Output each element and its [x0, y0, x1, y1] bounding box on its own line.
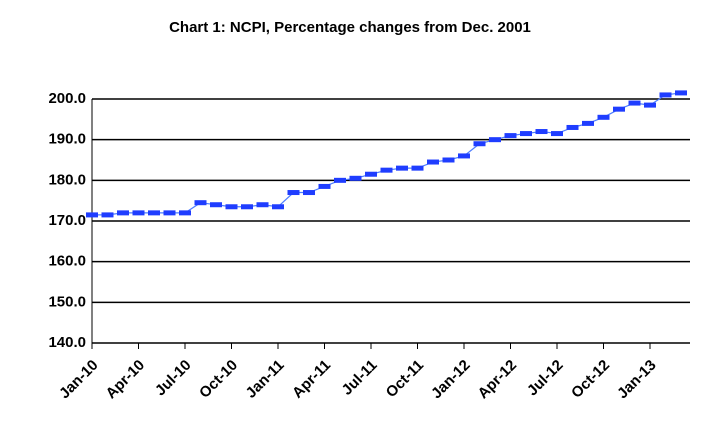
marker: [427, 159, 439, 165]
marker: [287, 190, 300, 196]
marker: [148, 210, 160, 216]
marker: [520, 131, 532, 137]
marker: [551, 131, 563, 137]
x-tick-label: Jul-10: [152, 357, 195, 400]
x-tick-label: Jan-12: [428, 357, 474, 403]
y-tick-label: 140.0: [48, 334, 86, 351]
marker: [303, 190, 315, 196]
x-tick-label: Apr-11: [289, 357, 334, 402]
marker: [241, 204, 253, 210]
y-tick-label: 170.0: [48, 212, 86, 229]
x-tick-label: Jul-11: [339, 357, 381, 399]
x-tick-label: Oct-11: [383, 357, 427, 401]
marker: [194, 200, 207, 206]
marker: [566, 124, 579, 130]
marker: [644, 102, 656, 108]
marker: [256, 202, 269, 208]
marker: [349, 175, 362, 181]
marker: [442, 157, 455, 163]
marker: [411, 165, 424, 171]
y-tick-label: 180.0: [48, 171, 86, 188]
chart-title: Chart 1: NCPI, Percentage changes from D…: [169, 19, 531, 36]
y-tick-label: 160.0: [48, 253, 86, 270]
x-tick-label: Oct-12: [568, 357, 613, 402]
marker: [597, 114, 610, 120]
marker: [132, 210, 145, 216]
x-tick-label: Oct-10: [196, 357, 241, 402]
x-tick-label: Apr-12: [475, 357, 521, 403]
marker: [86, 212, 98, 218]
marker: [163, 210, 176, 216]
marker: [101, 212, 114, 218]
marker: [628, 100, 641, 106]
x-tick-label: Jul-12: [524, 357, 567, 400]
marker: [179, 210, 191, 216]
line: [92, 92, 682, 216]
marker: [210, 202, 222, 208]
marker: [334, 177, 346, 183]
y-tick-label: 150.0: [48, 293, 86, 310]
y-tick-label: 190.0: [48, 131, 86, 148]
x-tick-label: Apr-10: [103, 357, 149, 403]
marker: [582, 120, 594, 126]
x-tick-label: Jan-10: [56, 357, 102, 403]
marker: [380, 167, 393, 173]
marker: [675, 90, 687, 96]
marker: [659, 92, 672, 98]
marker: [473, 141, 486, 147]
x-tick-label: Jan-11: [243, 357, 288, 402]
marker: [458, 153, 470, 159]
marker: [396, 165, 408, 171]
marker: [365, 171, 377, 177]
marker: [535, 129, 548, 135]
marker: [272, 204, 284, 210]
marker: [225, 204, 238, 210]
marker: [504, 133, 517, 139]
x-tick-label: Jan-13: [614, 357, 660, 403]
marker: [117, 210, 129, 216]
marker: [318, 183, 331, 189]
y-tick-label: 200.0: [48, 90, 86, 107]
marker: [613, 106, 625, 112]
marker: [489, 137, 501, 143]
